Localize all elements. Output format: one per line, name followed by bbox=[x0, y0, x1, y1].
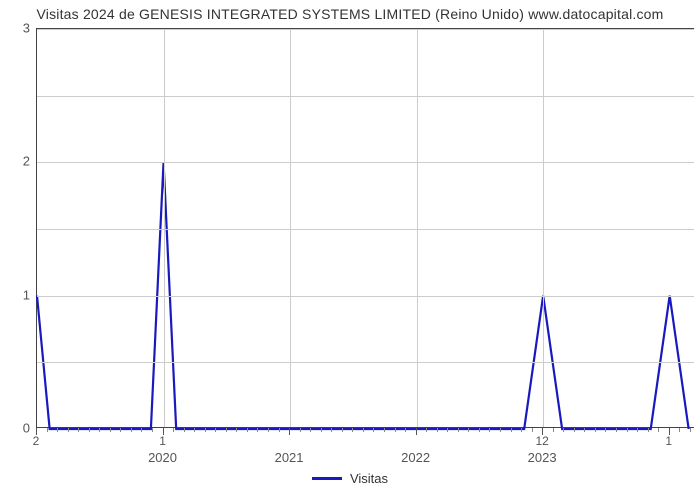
gridline-h bbox=[37, 296, 694, 297]
x-tick-minor bbox=[152, 428, 153, 432]
x-tick-label: 2020 bbox=[148, 450, 177, 465]
gridline-h bbox=[37, 162, 694, 163]
x-tick-minor bbox=[447, 428, 448, 432]
x-tick-minor bbox=[563, 428, 564, 432]
gridline-v bbox=[543, 29, 544, 427]
x-tick-minor bbox=[173, 428, 174, 432]
x-tick-minor bbox=[342, 428, 343, 432]
gridline-v bbox=[164, 29, 165, 427]
x-tick-minor bbox=[310, 428, 311, 432]
x-tick-label: 2022 bbox=[401, 450, 430, 465]
x-tick-major bbox=[289, 428, 290, 435]
x-tick-label: 2023 bbox=[528, 450, 557, 465]
x-tick-minor bbox=[131, 428, 132, 432]
x-tick-minor bbox=[595, 428, 596, 432]
x-tick-minor bbox=[226, 428, 227, 432]
x-tick-minor bbox=[57, 428, 58, 432]
x-tick-minor bbox=[321, 428, 322, 432]
x-tick-minor bbox=[532, 428, 533, 432]
chart-title: Visitas 2024 de GENESIS INTEGRATED SYSTE… bbox=[0, 6, 700, 22]
x-tick-minor bbox=[141, 428, 142, 432]
x-tick-minor bbox=[405, 428, 406, 432]
x-tick-minor bbox=[605, 428, 606, 432]
x-tick-minor bbox=[690, 428, 691, 432]
x-tick-minor bbox=[300, 428, 301, 432]
x-tick-minor bbox=[511, 428, 512, 432]
y-tick-label: 3 bbox=[6, 21, 30, 36]
value-label: 1 bbox=[665, 434, 672, 448]
gridline-h-minor bbox=[37, 362, 694, 363]
gridline-h bbox=[37, 29, 694, 30]
x-tick-minor bbox=[184, 428, 185, 432]
gridline-v bbox=[290, 29, 291, 427]
x-tick-minor bbox=[458, 428, 459, 432]
y-tick-label: 0 bbox=[6, 421, 30, 436]
x-tick-minor bbox=[627, 428, 628, 432]
value-label: 12 bbox=[535, 434, 548, 448]
x-tick-minor bbox=[352, 428, 353, 432]
x-tick-minor bbox=[268, 428, 269, 432]
y-tick-label: 1 bbox=[6, 287, 30, 302]
chart-container: Visitas 2024 de GENESIS INTEGRATED SYSTE… bbox=[0, 0, 700, 500]
x-tick-minor bbox=[205, 428, 206, 432]
x-tick-minor bbox=[68, 428, 69, 432]
gridline-v bbox=[417, 29, 418, 427]
x-tick-minor bbox=[521, 428, 522, 432]
x-tick-minor bbox=[257, 428, 258, 432]
x-tick-label: 2021 bbox=[275, 450, 304, 465]
x-tick-minor bbox=[279, 428, 280, 432]
legend-swatch bbox=[312, 477, 342, 480]
x-tick-minor bbox=[637, 428, 638, 432]
x-tick-minor bbox=[89, 428, 90, 432]
x-tick-minor bbox=[584, 428, 585, 432]
x-tick-minor bbox=[437, 428, 438, 432]
value-label: 2 bbox=[33, 434, 40, 448]
x-tick-minor bbox=[215, 428, 216, 432]
x-tick-minor bbox=[194, 428, 195, 432]
x-tick-minor bbox=[47, 428, 48, 432]
x-tick-minor bbox=[468, 428, 469, 432]
plot-area bbox=[36, 28, 694, 428]
x-tick-minor bbox=[384, 428, 385, 432]
x-tick-minor bbox=[679, 428, 680, 432]
x-tick-minor bbox=[426, 428, 427, 432]
x-tick-minor bbox=[616, 428, 617, 432]
x-tick-minor bbox=[500, 428, 501, 432]
legend-text: Visitas bbox=[350, 471, 388, 486]
x-tick-minor bbox=[395, 428, 396, 432]
gridline-h-minor bbox=[37, 96, 694, 97]
x-tick-minor bbox=[574, 428, 575, 432]
x-tick-minor bbox=[110, 428, 111, 432]
x-tick-minor bbox=[658, 428, 659, 432]
x-tick-minor bbox=[373, 428, 374, 432]
x-tick-minor bbox=[99, 428, 100, 432]
x-tick-minor bbox=[553, 428, 554, 432]
x-tick-major bbox=[416, 428, 417, 435]
x-tick-minor bbox=[236, 428, 237, 432]
x-tick-minor bbox=[363, 428, 364, 432]
x-tick-minor bbox=[78, 428, 79, 432]
x-tick-minor bbox=[120, 428, 121, 432]
x-tick-minor bbox=[648, 428, 649, 432]
legend: Visitas bbox=[0, 470, 700, 486]
x-tick-minor bbox=[479, 428, 480, 432]
x-tick-minor bbox=[247, 428, 248, 432]
x-tick-minor bbox=[331, 428, 332, 432]
value-label: 1 bbox=[159, 434, 166, 448]
gridline-h-minor bbox=[37, 229, 694, 230]
y-tick-label: 2 bbox=[6, 154, 30, 169]
x-tick-minor bbox=[489, 428, 490, 432]
